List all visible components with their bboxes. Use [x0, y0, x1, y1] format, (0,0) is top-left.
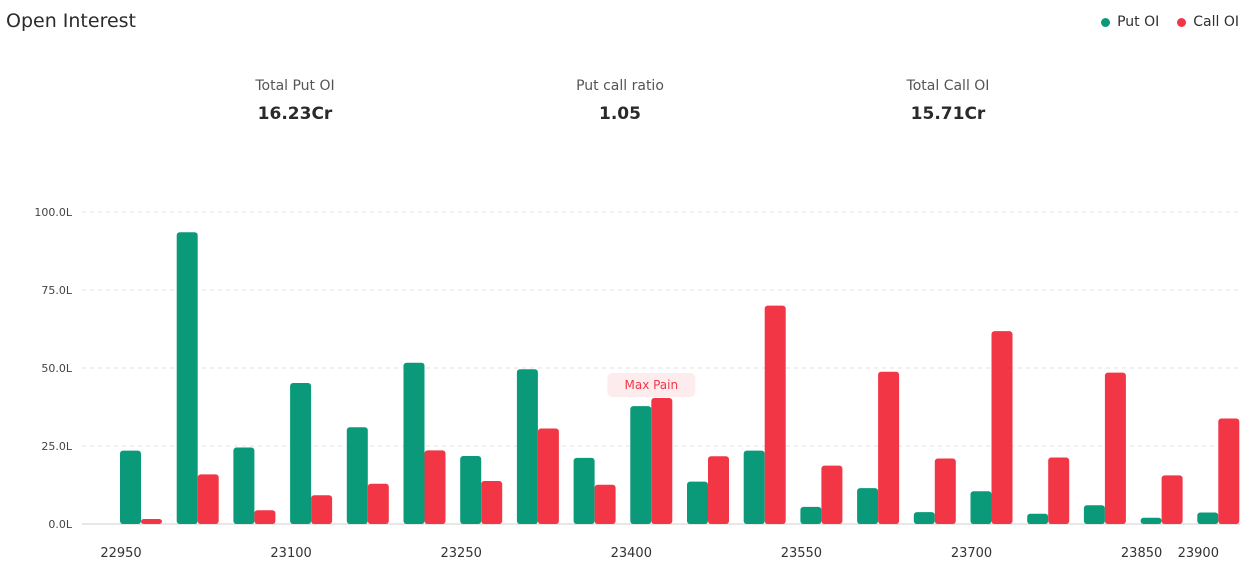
- put-oi-bar: [290, 382, 312, 524]
- x-tick-label: 23400: [611, 546, 652, 561]
- call-oi-bar: [367, 483, 389, 524]
- y-tick-label: 0.0L: [48, 518, 72, 531]
- call-oi-bar: [537, 428, 559, 524]
- call-oi-bar: [1048, 457, 1070, 524]
- put-oi-bar: [516, 369, 538, 524]
- stat-pcr: Put call ratio 1.05: [500, 78, 740, 124]
- y-tick-label: 25.0L: [41, 440, 72, 453]
- x-tick-label: 23550: [781, 546, 822, 561]
- put-oi-bar: [573, 457, 595, 524]
- x-tick-label: 23700: [951, 546, 992, 561]
- put-oi-bar: [120, 450, 141, 524]
- call-oi-bar: [764, 305, 786, 524]
- legend-label-put: Put OI: [1117, 14, 1160, 30]
- put-oi-bar: [970, 491, 992, 524]
- x-tick-label: 23850: [1121, 546, 1162, 561]
- max-pain-badge: [607, 373, 696, 397]
- put-oi-bar: [1197, 512, 1219, 524]
- put-oi-bar: [630, 406, 652, 524]
- page-title: Open Interest: [6, 10, 137, 32]
- max-pain-label: Max Pain: [624, 378, 678, 392]
- put-oi-bar: [857, 488, 879, 524]
- stat-value: 1.05: [599, 104, 641, 124]
- call-oi-bar: [991, 331, 1013, 524]
- legend-label-call: Call OI: [1193, 14, 1239, 30]
- legend-item-put[interactable]: Put OI: [1101, 14, 1159, 30]
- put-oi-bar: [687, 481, 708, 524]
- call-oi-bar: [1104, 372, 1126, 524]
- put-oi-bar: [913, 512, 935, 524]
- stat-label: Total Call OI: [906, 78, 990, 94]
- put-oi-bar: [460, 455, 482, 524]
- call-oi-bar: [141, 519, 162, 524]
- call-oi-bar: [254, 510, 276, 524]
- call-dot-icon: [1177, 17, 1187, 27]
- put-oi-bar: [1083, 505, 1105, 524]
- put-oi-bar: [800, 506, 822, 524]
- y-tick-label: 50.0L: [41, 362, 72, 375]
- stat-total-call: Total Call OI 15.71Cr: [828, 78, 1068, 124]
- put-dot-icon: [1101, 17, 1111, 27]
- chart-legend: Put OI Call OI: [1101, 14, 1239, 30]
- put-oi-bar: [1027, 513, 1049, 524]
- y-tick-label: 100.0L: [34, 206, 72, 219]
- put-oi-bar: [176, 232, 198, 524]
- stat-value: 16.23Cr: [257, 104, 333, 124]
- call-oi-bar: [934, 458, 956, 524]
- x-tick-label: 22950: [100, 546, 141, 561]
- put-oi-bar: [346, 427, 368, 524]
- call-oi-bar: [1161, 475, 1183, 524]
- call-oi-bar: [821, 465, 843, 524]
- stat-label: Total Put OI: [255, 78, 335, 94]
- call-oi-bar: [878, 371, 900, 524]
- call-oi-bar: [651, 397, 673, 524]
- call-oi-bar: [311, 495, 333, 524]
- legend-item-call[interactable]: Call OI: [1177, 14, 1239, 30]
- x-tick-label: 23100: [270, 546, 311, 561]
- stat-value: 15.71Cr: [910, 104, 986, 124]
- call-oi-bar: [1218, 418, 1240, 524]
- x-tick-label: 23250: [441, 546, 482, 561]
- put-oi-bar: [403, 362, 425, 524]
- put-oi-bar: [743, 450, 765, 524]
- call-oi-bar: [708, 456, 729, 524]
- call-oi-bar: [594, 484, 616, 524]
- put-oi-bar: [233, 447, 255, 524]
- call-oi-bar: [424, 450, 446, 524]
- stat-total-put: Total Put OI 16.23Cr: [175, 78, 415, 124]
- x-tick-label: 23900: [1178, 546, 1219, 561]
- y-tick-label: 75.0L: [41, 284, 72, 297]
- stat-label: Put call ratio: [576, 78, 664, 94]
- call-oi-bar: [197, 474, 219, 524]
- call-oi-bar: [481, 480, 503, 524]
- put-oi-bar: [1140, 517, 1162, 524]
